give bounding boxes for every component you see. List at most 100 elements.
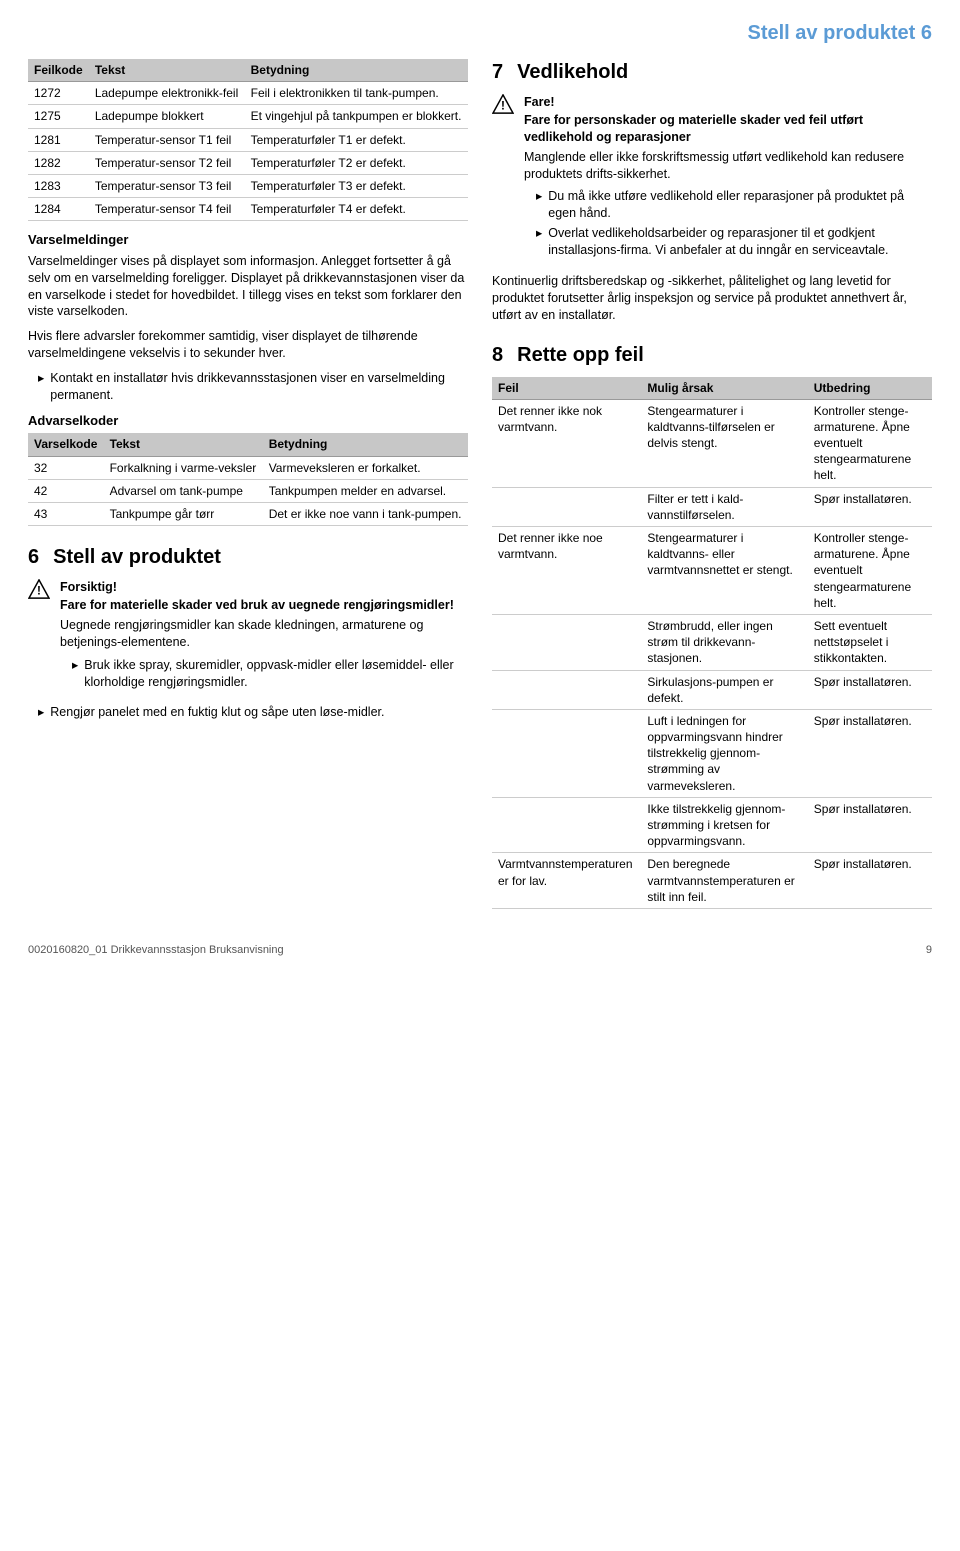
triangle-icon: ▸ xyxy=(536,188,542,222)
bullet-text: Kontakt en installatør hvis drikkevannss… xyxy=(50,370,468,404)
fault-code-table: Feilkode Tekst Betydning 1272Ladepumpe e… xyxy=(28,59,468,221)
danger-body: Manglende eller ikke forskriftsmessig ut… xyxy=(524,149,932,183)
table-cell: Spør installatøren. xyxy=(808,853,932,909)
svg-text:!: ! xyxy=(37,584,41,598)
triangle-icon: ▸ xyxy=(72,657,78,691)
col-header: Betydning xyxy=(245,59,468,82)
caution-icon: ! xyxy=(28,579,50,599)
caution-title: Forsiktig! xyxy=(60,579,468,596)
col-header: Utbedring xyxy=(808,377,932,400)
table-cell: 43 xyxy=(28,502,104,525)
table-cell xyxy=(492,614,641,670)
table-cell: Kontroller stenge-armaturene. Åpne event… xyxy=(808,527,932,615)
table-row: 1275Ladepumpe blokkertEt vingehjul på ta… xyxy=(28,105,468,128)
table-cell: Temperaturføler T2 er defekt. xyxy=(245,151,468,174)
table-row: 1284Temperatur-sensor T4 feilTemperaturf… xyxy=(28,198,468,221)
right-column: 7 Vedlikehold ! Fare! Fare for personska… xyxy=(492,59,932,919)
table-cell: Det er ikke noe vann i tank-pumpen. xyxy=(263,502,468,525)
section-number: 7 xyxy=(492,59,503,86)
danger-title: Fare! xyxy=(524,94,932,111)
table-cell: Filter er tett i kald-vannstilførselen. xyxy=(641,487,807,526)
triangle-icon: ▸ xyxy=(38,704,44,721)
caution-body: Uegnede rengjøringsmidler kan skade kled… xyxy=(60,617,468,651)
bullet-text: Overlat vedlikeholdsarbeider og reparasj… xyxy=(548,225,932,259)
col-header: Tekst xyxy=(104,433,263,456)
body-text: Varselmeldinger vises på displayet som i… xyxy=(28,253,468,321)
table-row: Det renner ikke noe varmtvann.Stengearma… xyxy=(492,527,932,615)
table-row: Strømbrudd, eller ingen strøm til drikke… xyxy=(492,614,932,670)
section-6-header: 6 Stell av produktet xyxy=(28,544,468,571)
table-cell: Et vingehjul på tankpumpen er blokkert. xyxy=(245,105,468,128)
table-row: Ikke tilstrekkelig gjennom-strømming i k… xyxy=(492,797,932,853)
col-header: Feil xyxy=(492,377,641,400)
bullet-item: ▸ Rengjør panelet med en fuktig klut og … xyxy=(38,704,468,721)
varsel-heading: Varselmeldinger xyxy=(28,231,468,249)
table-cell: Varmtvannstemperaturen er for lav. xyxy=(492,853,641,909)
table-cell: Forkalkning i varme-veksler xyxy=(104,456,263,479)
table-row: 1283Temperatur-sensor T3 feilTemperaturf… xyxy=(28,174,468,197)
footer-right: 9 xyxy=(926,943,932,958)
col-header: Mulig årsak xyxy=(641,377,807,400)
table-row: 1282Temperatur-sensor T2 feilTemperaturf… xyxy=(28,151,468,174)
col-header: Varselkode xyxy=(28,433,104,456)
table-cell xyxy=(492,670,641,709)
table-cell xyxy=(492,709,641,797)
table-cell: Tankpumpe går tørr xyxy=(104,502,263,525)
table-cell: Feil i elektronikken til tank-pumpen. xyxy=(245,82,468,105)
footer-left: 0020160820_01 Drikkevannsstasjon Bruksan… xyxy=(28,943,284,958)
table-row: Varmtvannstemperaturen er for lav.Den be… xyxy=(492,853,932,909)
table-row: 43Tankpumpe går tørrDet er ikke noe vann… xyxy=(28,502,468,525)
table-row: 1281Temperatur-sensor T1 feilTemperaturf… xyxy=(28,128,468,151)
bullet-item: ▸ Du må ikke utføre vedlikehold eller re… xyxy=(536,188,932,222)
table-cell: Temperatur-sensor T3 feil xyxy=(89,174,245,197)
troubleshoot-table: Feil Mulig årsak Utbedring Det renner ik… xyxy=(492,377,932,909)
table-cell: 1272 xyxy=(28,82,89,105)
table-cell: Strømbrudd, eller ingen strøm til drikke… xyxy=(641,614,807,670)
section-number: 6 xyxy=(28,544,39,571)
bullet-item: ▸ Kontakt en installatør hvis drikkevann… xyxy=(38,370,468,404)
table-cell: Sirkulasjons-pumpen er defekt. xyxy=(641,670,807,709)
table-cell: Luft i ledningen for oppvarmingsvann hin… xyxy=(641,709,807,797)
section-number: 8 xyxy=(492,342,503,369)
triangle-icon: ▸ xyxy=(536,225,542,259)
table-cell: Ladepumpe blokkert xyxy=(89,105,245,128)
two-column-layout: Feilkode Tekst Betydning 1272Ladepumpe e… xyxy=(28,59,932,919)
triangle-icon: ▸ xyxy=(38,370,44,404)
section-title: Stell av produktet xyxy=(53,544,221,571)
table-cell: 1283 xyxy=(28,174,89,197)
table-cell: Ikke tilstrekkelig gjennom-strømming i k… xyxy=(641,797,807,853)
advarsel-heading: Advarselkoder xyxy=(28,412,468,430)
caution-block: ! Forsiktig! Fare for materielle skader … xyxy=(28,579,468,696)
bullet-text: Bruk ikke spray, skuremidler, oppvask-mi… xyxy=(84,657,468,691)
page-header: Stell av produktet 6 xyxy=(28,20,932,47)
table-cell: Kontroller stenge-armaturene. Åpne event… xyxy=(808,399,932,487)
table-cell: Stengearmaturer i kaldtvanns- eller varm… xyxy=(641,527,807,615)
table-row: 32Forkalkning i varme-vekslerVarmeveksle… xyxy=(28,456,468,479)
bullet-text: Du må ikke utføre vedlikehold eller repa… xyxy=(548,188,932,222)
table-cell: Temperatur-sensor T2 feil xyxy=(89,151,245,174)
table-cell: Temperaturføler T4 er defekt. xyxy=(245,198,468,221)
table-cell: Spør installatøren. xyxy=(808,709,932,797)
table-cell: Temperaturføler T1 er defekt. xyxy=(245,128,468,151)
table-row: Filter er tett i kald-vannstilførselen.S… xyxy=(492,487,932,526)
table-cell: Varmeveksleren er forkalket. xyxy=(263,456,468,479)
danger-block: ! Fare! Fare for personskader og materie… xyxy=(492,94,932,265)
section-8-header: 8 Rette opp feil xyxy=(492,342,932,369)
left-column: Feilkode Tekst Betydning 1272Ladepumpe e… xyxy=(28,59,468,919)
table-cell: Den beregnede varmtvannstemperaturen er … xyxy=(641,853,807,909)
table-cell: 32 xyxy=(28,456,104,479)
table-row: 1272Ladepumpe elektronikk-feilFeil i ele… xyxy=(28,82,468,105)
table-row: Det renner ikke nok varmtvann.Stengearma… xyxy=(492,399,932,487)
table-cell: Det renner ikke noe varmtvann. xyxy=(492,527,641,615)
page-footer: 0020160820_01 Drikkevannsstasjon Bruksan… xyxy=(28,943,932,958)
danger-subtitle: Fare for personskader og materielle skad… xyxy=(524,112,932,146)
table-cell: Ladepumpe elektronikk-feil xyxy=(89,82,245,105)
table-cell: Spør installatøren. xyxy=(808,670,932,709)
table-row: Sirkulasjons-pumpen er defekt.Spør insta… xyxy=(492,670,932,709)
table-cell: Det renner ikke nok varmtvann. xyxy=(492,399,641,487)
section-title: Vedlikehold xyxy=(517,59,628,86)
table-cell: Temperatur-sensor T4 feil xyxy=(89,198,245,221)
table-cell: Spør installatøren. xyxy=(808,487,932,526)
col-header: Tekst xyxy=(89,59,245,82)
table-cell: 1284 xyxy=(28,198,89,221)
